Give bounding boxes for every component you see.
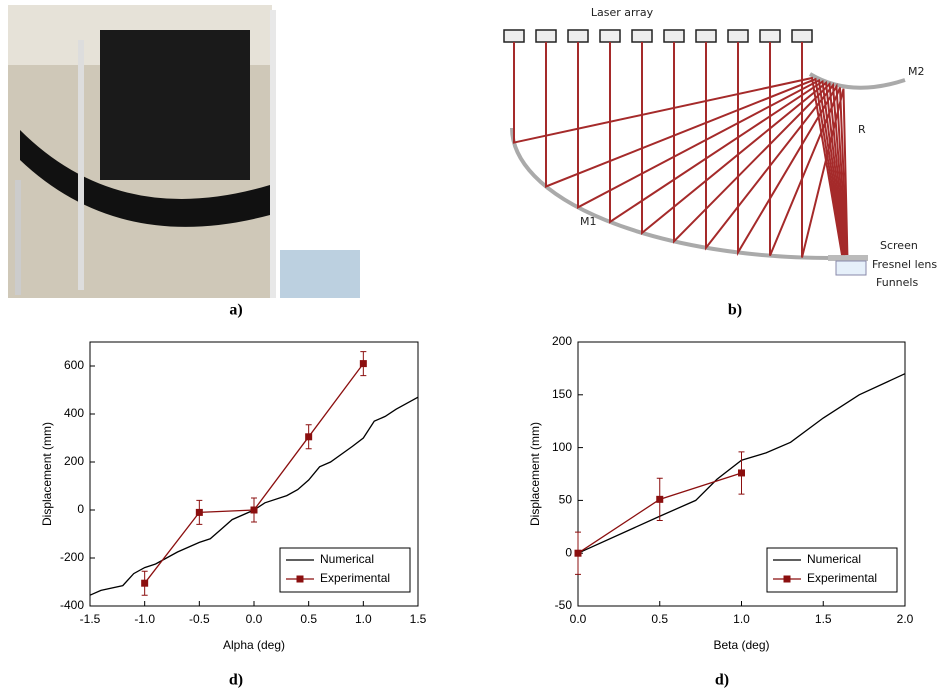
laser	[504, 30, 524, 42]
x-tick-label: -1.5	[80, 612, 101, 626]
photo	[8, 5, 360, 298]
diagram	[504, 30, 905, 275]
y-tick-label: -50	[555, 598, 573, 612]
legend-label: Numerical	[320, 552, 374, 566]
m1-label: M1	[580, 215, 597, 228]
y-tick-label: 0	[77, 502, 84, 516]
marker	[141, 580, 148, 587]
marker	[656, 496, 663, 503]
laser	[632, 30, 652, 42]
y-tick-label: 0	[565, 545, 572, 559]
caption: a)	[229, 302, 242, 319]
laser-label: Laser array	[591, 6, 654, 19]
x-tick-label: 1.5	[815, 612, 832, 626]
x-tick-label: -1.0	[134, 612, 155, 626]
legend-marker	[784, 576, 791, 583]
caption: d)	[229, 672, 243, 689]
laser	[568, 30, 588, 42]
x-tick-label: 0.5	[300, 612, 317, 626]
funnels-label: Funnels	[876, 276, 918, 289]
screen-label: Screen	[880, 239, 918, 252]
laser	[792, 30, 812, 42]
x-tick-label: 1.0	[733, 612, 750, 626]
laser	[536, 30, 556, 42]
legend-label: Numerical	[807, 552, 861, 566]
r-label: R	[858, 123, 866, 136]
y-tick-label: 200	[64, 454, 84, 468]
laser	[664, 30, 684, 42]
marker	[196, 509, 203, 516]
y-tick-label: 150	[552, 387, 572, 401]
x-tick-label: 0.0	[570, 612, 587, 626]
marker	[251, 507, 258, 514]
marker	[305, 433, 312, 440]
caption: d)	[715, 672, 729, 689]
marker	[738, 469, 745, 476]
x-tick-label: 0.0	[246, 612, 263, 626]
ray	[674, 42, 845, 255]
legend-marker	[297, 576, 304, 583]
laser	[760, 30, 780, 42]
y-tick-label: 400	[64, 406, 84, 420]
y-axis-label: Displacement (mm)	[40, 422, 54, 526]
x-tick-label: -0.5	[189, 612, 210, 626]
y-tick-label: 100	[552, 440, 572, 454]
laser	[696, 30, 716, 42]
caption: b)	[728, 302, 742, 319]
marker	[575, 550, 582, 557]
figure: a) Laser array M2 R M1 Screen Fresnel le…	[0, 0, 951, 691]
m2-label: M2	[908, 65, 925, 78]
ray	[514, 42, 842, 255]
x-tick-label: 0.5	[651, 612, 668, 626]
x-tick-label: 1.5	[410, 612, 427, 626]
x-axis-label: Alpha (deg)	[223, 638, 285, 652]
y-tick-label: -200	[60, 550, 84, 564]
lens-label: Fresnel lens	[872, 258, 937, 271]
y-axis-label: Displacement (mm)	[528, 422, 542, 526]
ray	[610, 42, 844, 255]
x-tick-label: 2.0	[897, 612, 914, 626]
laser	[600, 30, 620, 42]
x-tick-label: 1.0	[355, 612, 372, 626]
laser	[728, 30, 748, 42]
y-tick-label: 600	[64, 358, 84, 372]
legend-label: Experimental	[807, 571, 877, 585]
x-axis-label: Beta (deg)	[713, 638, 769, 652]
y-tick-label: 50	[559, 493, 573, 507]
legend-label: Experimental	[320, 571, 390, 585]
marker	[360, 360, 367, 367]
y-tick-label: 200	[552, 334, 572, 348]
y-tick-label: -400	[60, 598, 84, 612]
